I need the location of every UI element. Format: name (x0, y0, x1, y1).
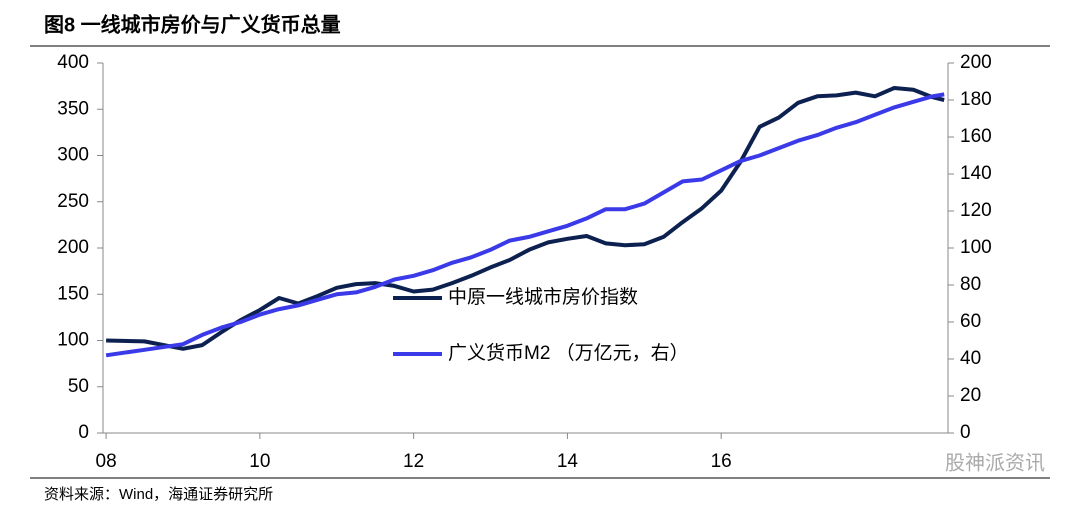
y-tick-label: 400 (57, 52, 89, 73)
x-tick-label: 10 (249, 451, 270, 472)
x-tick-label: 14 (557, 451, 579, 472)
y-tick-label: 250 (57, 191, 89, 212)
y-tick-label: 300 (57, 145, 89, 166)
y2-tick-label: 100 (960, 237, 992, 258)
legend-label: 中原一线城市房价指数 (448, 286, 638, 308)
x-tick-label: 16 (711, 451, 732, 472)
y-tick-label: 50 (68, 376, 89, 397)
y2-tick-label: 180 (960, 89, 992, 110)
y-tick-label: 200 (57, 237, 89, 258)
x-tick-label: 08 (96, 451, 117, 472)
source: 资料来源：Wind，海通证券研究所 (44, 486, 273, 503)
y2-tick-label: 60 (960, 311, 981, 332)
y2-tick-label: 160 (960, 126, 992, 147)
y2-tick-label: 40 (960, 348, 981, 369)
y2-tick-label: 200 (960, 52, 992, 73)
y-tick-label: 150 (57, 283, 89, 304)
y2-tick-label: 0 (960, 422, 971, 443)
chart-title: 图8 一线城市房价与广义货币总量 (44, 12, 341, 36)
y2-tick-label: 80 (960, 274, 981, 295)
y2-tick-label: 120 (960, 200, 992, 221)
watermark: 股神派资讯 (945, 451, 1045, 474)
y2-tick-label: 20 (960, 385, 981, 406)
series-line (105, 92, 945, 358)
y-tick-label: 350 (57, 98, 89, 119)
y-tick-label: 100 (57, 330, 89, 351)
y2-tick-label: 140 (960, 163, 992, 184)
legend-label: 广义货币M2 （万亿元，右） (448, 342, 689, 364)
y-tick-label: 0 (78, 422, 89, 443)
x-tick-label: 12 (403, 451, 424, 472)
series-line (106, 86, 945, 351)
